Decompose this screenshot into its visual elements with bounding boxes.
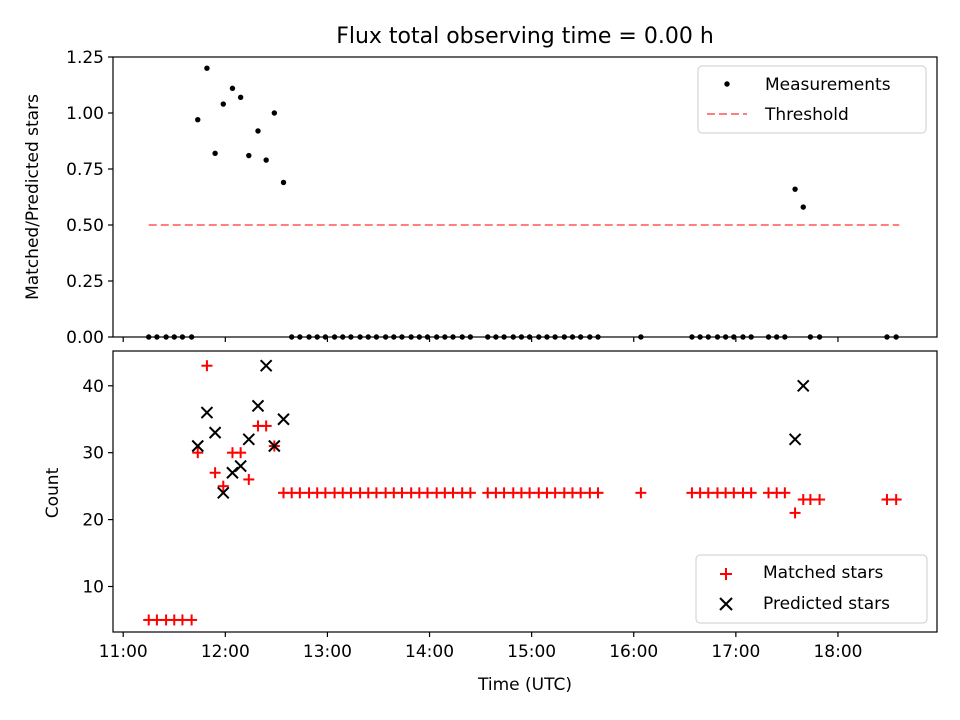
- matched-stars-point-64: [779, 487, 791, 499]
- top-axes-ticks: 0.00 0.25 0.50 0.75 1.00 1.25: [66, 48, 839, 348]
- y-tick-label-0-1: 0.25: [66, 272, 104, 292]
- matched-stars-point-6: [192, 447, 204, 459]
- matched-stars-point-68: [814, 494, 826, 506]
- y-tick-label-1-2: 30: [82, 444, 104, 464]
- y-tick-label-1-1: 20: [82, 511, 104, 531]
- matched-stars-point-4: [176, 614, 188, 626]
- measurements-point-9: [220, 101, 226, 107]
- measurements-point-6: [195, 117, 201, 123]
- matched-stars-point-65: [789, 507, 801, 519]
- predicted-stars-point-4: [226, 466, 239, 479]
- matched-stars-point-59: [728, 487, 740, 499]
- predicted-stars-point-1: [200, 406, 214, 419]
- predicted-stars-point-9: [268, 439, 281, 453]
- y-tick-label-0-0: 0.00: [66, 328, 104, 348]
- measurements-point-8: [212, 150, 218, 157]
- predicted-stars-point-12: [797, 379, 810, 392]
- predicted-stars-point-0: [191, 439, 204, 453]
- matched-stars-point-47: [549, 487, 561, 499]
- legend-predicted-marker: [719, 597, 733, 611]
- matched-stars-point-33: [421, 487, 433, 499]
- predicted-stars-point-2: [208, 426, 222, 439]
- top-legend: Measurements Threshold: [697, 65, 927, 134]
- legend-measurements-marker: [724, 81, 730, 87]
- predicted-stars-point-3: [217, 486, 230, 500]
- matched-stars-point-7: [201, 360, 213, 372]
- y-tick-label-0-3: 0.75: [66, 160, 104, 180]
- x-tick-label-0: 11:00: [99, 642, 148, 662]
- matched-stars-point-5: [186, 614, 198, 626]
- matched-stars-point-53: [635, 487, 647, 499]
- chart-title: Flux total observing time = 0.00 h: [336, 24, 714, 49]
- matched-stars-point-18: [294, 487, 306, 499]
- x-tick-label-7: 18:00: [813, 642, 862, 662]
- matched-stars-point-8: [209, 467, 221, 479]
- bottom-axes-frame: [112, 350, 938, 633]
- measurements-point-66: [800, 204, 806, 210]
- measurements-point-13: [255, 128, 261, 134]
- legend-matched-label: Matched stars: [763, 563, 883, 583]
- legend-threshold-label: Threshold: [764, 105, 849, 125]
- x-tick-label-5: 16:00: [609, 642, 658, 662]
- matched-stars-point-27: [370, 487, 382, 499]
- y-tick-label-1-0: 10: [82, 578, 104, 598]
- measurements-point-12: [246, 152, 252, 159]
- bottom-legend: Matched stars Predicted stars: [695, 554, 928, 624]
- matched-stars-point-50: [575, 487, 587, 499]
- matched-stars-point-24: [345, 487, 357, 499]
- legend-measurements-label: Measurements: [765, 75, 891, 95]
- measurements-point-65: [792, 186, 798, 192]
- x-tick-label-6: 17:00: [711, 642, 760, 662]
- x-tick-label-1: 12:00: [201, 642, 250, 662]
- predicted-stars-point-10: [277, 413, 290, 426]
- matched-stars-point-12: [243, 473, 255, 485]
- measurements-point-11: [237, 94, 244, 101]
- predicted-stars-point-5: [234, 459, 247, 473]
- top-axes-frame: [112, 56, 938, 338]
- measurements-point-16: [280, 179, 287, 186]
- x-tick-label-2: 13:00: [303, 642, 352, 662]
- y-tick-label-0-4: 1.00: [66, 104, 104, 124]
- matched-stars-point-70: [890, 494, 902, 506]
- measurements-point-15: [271, 110, 278, 116]
- bottom-axes-series: [143, 359, 902, 626]
- legend-matched-marker: [720, 568, 732, 580]
- y-tick-label-1-3: 40: [82, 377, 104, 397]
- matched-stars-point-1: [151, 614, 163, 626]
- matched-stars-point-30: [396, 487, 408, 499]
- matched-stars-point-9: [217, 480, 229, 492]
- matched-stars-point-36: [447, 487, 459, 499]
- matched-stars-point-61: [745, 487, 757, 499]
- matched-stars-point-21: [319, 487, 331, 499]
- x-axis-label: Time (UTC): [477, 675, 572, 695]
- measurements-point-7: [204, 65, 210, 71]
- matched-stars-point-44: [524, 487, 536, 499]
- matched-stars-point-38: [464, 487, 476, 499]
- predicted-stars-point-7: [251, 399, 265, 413]
- bottom-axes-ticks: 10 20 30 40 11:00 12:00 13:00 14:00 15:00 16:00 17…: [82, 377, 862, 662]
- measurements-point-14: [263, 157, 269, 163]
- predicted-stars-point-11: [788, 433, 802, 446]
- top-y-axis-label: Matched/Predicted stars: [23, 94, 43, 300]
- matched-stars-point-41: [498, 487, 510, 499]
- matched-stars-point-56: [702, 487, 714, 499]
- predicted-stars-point-8: [259, 359, 273, 372]
- matched-stars-point-67: [804, 494, 816, 506]
- matched-stars-point-14: [260, 420, 272, 432]
- bottom-y-axis-label: Count: [43, 467, 63, 518]
- x-tick-label-4: 15:00: [507, 642, 556, 662]
- y-tick-label-0-5: 1.25: [66, 48, 104, 68]
- legend-predicted-label: Predicted stars: [763, 594, 890, 614]
- predicted-stars-point-6: [242, 433, 256, 446]
- measurements-point-10: [229, 85, 236, 92]
- matched-stars-point-11: [235, 447, 247, 459]
- x-tick-label-3: 14:00: [405, 642, 454, 662]
- matched-stars-point-52: [592, 487, 604, 499]
- y-tick-label-0-2: 0.50: [66, 216, 104, 236]
- matched-stars-point-69: [881, 494, 893, 506]
